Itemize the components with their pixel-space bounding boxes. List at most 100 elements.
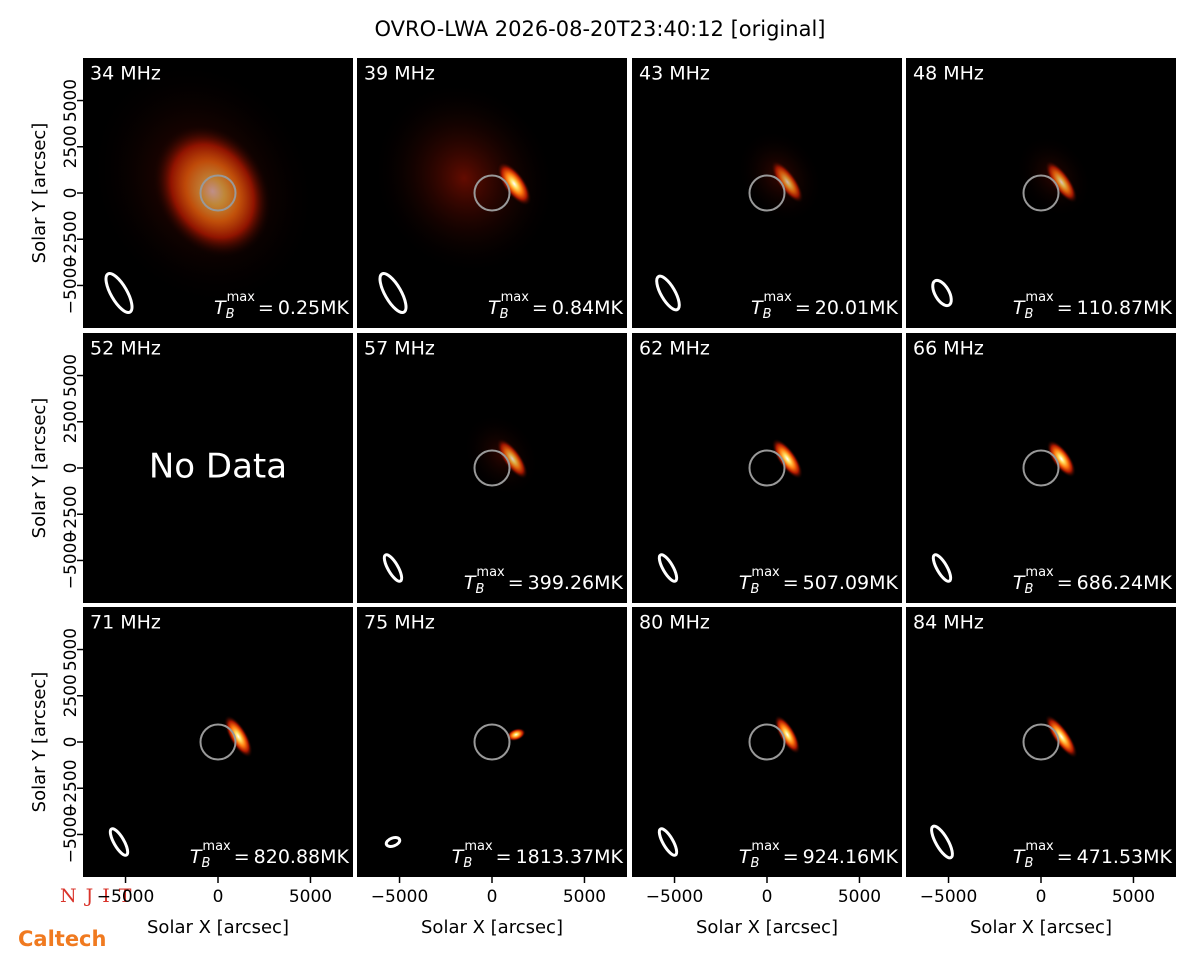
y-tick-label: 2500 xyxy=(61,125,81,168)
y-tick-label: −2500 xyxy=(61,759,81,817)
solar-disk xyxy=(473,723,511,761)
tb-max-label: TBmax = 110.87MK xyxy=(1013,290,1173,322)
panel: TBmax = 1813.37MK 75 MHz xyxy=(357,607,627,877)
tb-symbol: T xyxy=(1013,572,1026,594)
tb-sup: max xyxy=(1025,565,1054,580)
frequency-label: 71 MHz xyxy=(90,612,161,634)
beam xyxy=(657,553,679,583)
radio-source xyxy=(1015,134,1093,219)
tb-sub: B xyxy=(1024,307,1033,322)
x-tick-label: 5000 xyxy=(838,887,881,907)
tb-max-label: TBmax = 507.09MK xyxy=(739,565,899,597)
beam xyxy=(931,278,953,308)
tb-equals: = xyxy=(496,846,512,868)
tb-sub: B xyxy=(226,307,235,322)
panel-background xyxy=(357,607,627,877)
panel: TBmax = 110.87MK 48 MHz xyxy=(906,58,1176,328)
x-tick-label: 0 xyxy=(762,887,773,907)
tb-equals: = xyxy=(508,572,524,594)
frequency-label: 52 MHz xyxy=(90,338,161,360)
panel: TBmax = 0.84MK 39 MHz xyxy=(357,58,627,328)
tb-sup: max xyxy=(464,839,493,854)
radio-source xyxy=(506,728,526,742)
tb-value: 0.25MK xyxy=(278,297,350,319)
solar-disk xyxy=(473,174,511,212)
panel: TBmax = 399.26MK 57 MHz xyxy=(357,333,627,603)
y-axis-label: Solar Y [arcsec] xyxy=(29,398,50,539)
logo-caltech: Caltech xyxy=(18,927,106,951)
radio-source xyxy=(496,161,532,206)
x-tick-label: −5000 xyxy=(646,887,704,907)
tb-equals: = xyxy=(783,572,799,594)
beam xyxy=(930,824,954,860)
tb-max-label: TBmax = 924.16MK xyxy=(739,839,899,871)
panel: TBmax = 686.24MK 66 MHz xyxy=(906,333,1176,603)
radio-source xyxy=(774,715,801,755)
tb-sup: max xyxy=(1025,839,1054,854)
x-axis-label: Solar X [arcsec] xyxy=(970,917,1112,938)
solar-disk xyxy=(1022,449,1060,487)
panel-background xyxy=(906,333,1176,603)
x-axis-label: Solar X [arcsec] xyxy=(696,917,838,938)
y-tick-label: 0 xyxy=(61,188,81,199)
y-tick-label: 0 xyxy=(61,463,81,474)
beam xyxy=(931,553,953,583)
solar-disk xyxy=(748,449,786,487)
solar-disk xyxy=(199,174,237,212)
figure-title: OVRO-LWA 2026-08-20T23:40:12 [original] xyxy=(375,17,826,41)
tb-value: 820.88MK xyxy=(254,846,350,868)
y-tick-label: 5000 xyxy=(61,628,81,671)
beam xyxy=(382,553,404,583)
tb-sup: max xyxy=(227,290,256,305)
tb-symbol: T xyxy=(190,846,203,868)
frequency-label: 62 MHz xyxy=(639,338,710,360)
tb-sub: B xyxy=(750,856,759,871)
x-tick-label: 0 xyxy=(487,887,498,907)
frequency-label: 43 MHz xyxy=(639,63,710,85)
tb-value: 471.53MK xyxy=(1077,846,1173,868)
tb-sub: B xyxy=(1024,856,1033,871)
tb-sup: max xyxy=(501,290,530,305)
beam xyxy=(384,836,402,848)
tb-max-label: TBmax = 0.84MK xyxy=(488,290,623,322)
tb-sup: max xyxy=(751,565,780,580)
radio-source xyxy=(462,413,540,498)
frequency-label: 34 MHz xyxy=(90,63,161,85)
tb-equals: = xyxy=(1057,846,1073,868)
y-tick-label: 5000 xyxy=(61,79,81,122)
x-tick-label: −5000 xyxy=(371,887,429,907)
frequency-label: 84 MHz xyxy=(913,612,984,634)
x-tick-label: 0 xyxy=(1036,887,1047,907)
tb-sup: max xyxy=(764,290,793,305)
y-tick-label: 0 xyxy=(61,737,81,748)
tb-max-label: TBmax = 1813.37MK xyxy=(452,839,624,871)
beam xyxy=(104,272,134,314)
tb-sub: B xyxy=(500,307,509,322)
tb-sub: B xyxy=(475,582,484,597)
y-tick-label: −2500 xyxy=(61,210,81,268)
tb-equals: = xyxy=(258,297,274,319)
panel-background xyxy=(632,607,902,877)
tb-equals: = xyxy=(795,297,811,319)
tb-equals: = xyxy=(1057,297,1073,319)
tb-symbol: T xyxy=(739,846,752,868)
panel: TBmax = 471.53MK 84 MHz xyxy=(906,607,1176,877)
x-tick-label: 5000 xyxy=(289,887,332,907)
tb-symbol: T xyxy=(488,297,501,319)
tb-symbol: T xyxy=(452,846,465,868)
x-tick-label: −5000 xyxy=(97,887,155,907)
frequency-label: 48 MHz xyxy=(913,63,984,85)
radio-source xyxy=(1046,440,1076,478)
frequency-label: 75 MHz xyxy=(364,612,435,634)
logo-njit: NJIT xyxy=(60,885,140,907)
frequency-label: 39 MHz xyxy=(364,63,435,85)
y-axis-label: Solar Y [arcsec] xyxy=(29,123,50,264)
panel-background xyxy=(83,333,353,603)
tb-value: 924.16MK xyxy=(803,846,899,868)
radio-source xyxy=(371,80,557,276)
tb-max-label: TBmax = 0.25MK xyxy=(214,290,349,322)
x-tick-label: 0 xyxy=(213,887,224,907)
panel: TBmax = 0.25MK 34 MHz xyxy=(83,58,353,328)
tb-max-label: TBmax = 820.88MK xyxy=(190,839,350,871)
